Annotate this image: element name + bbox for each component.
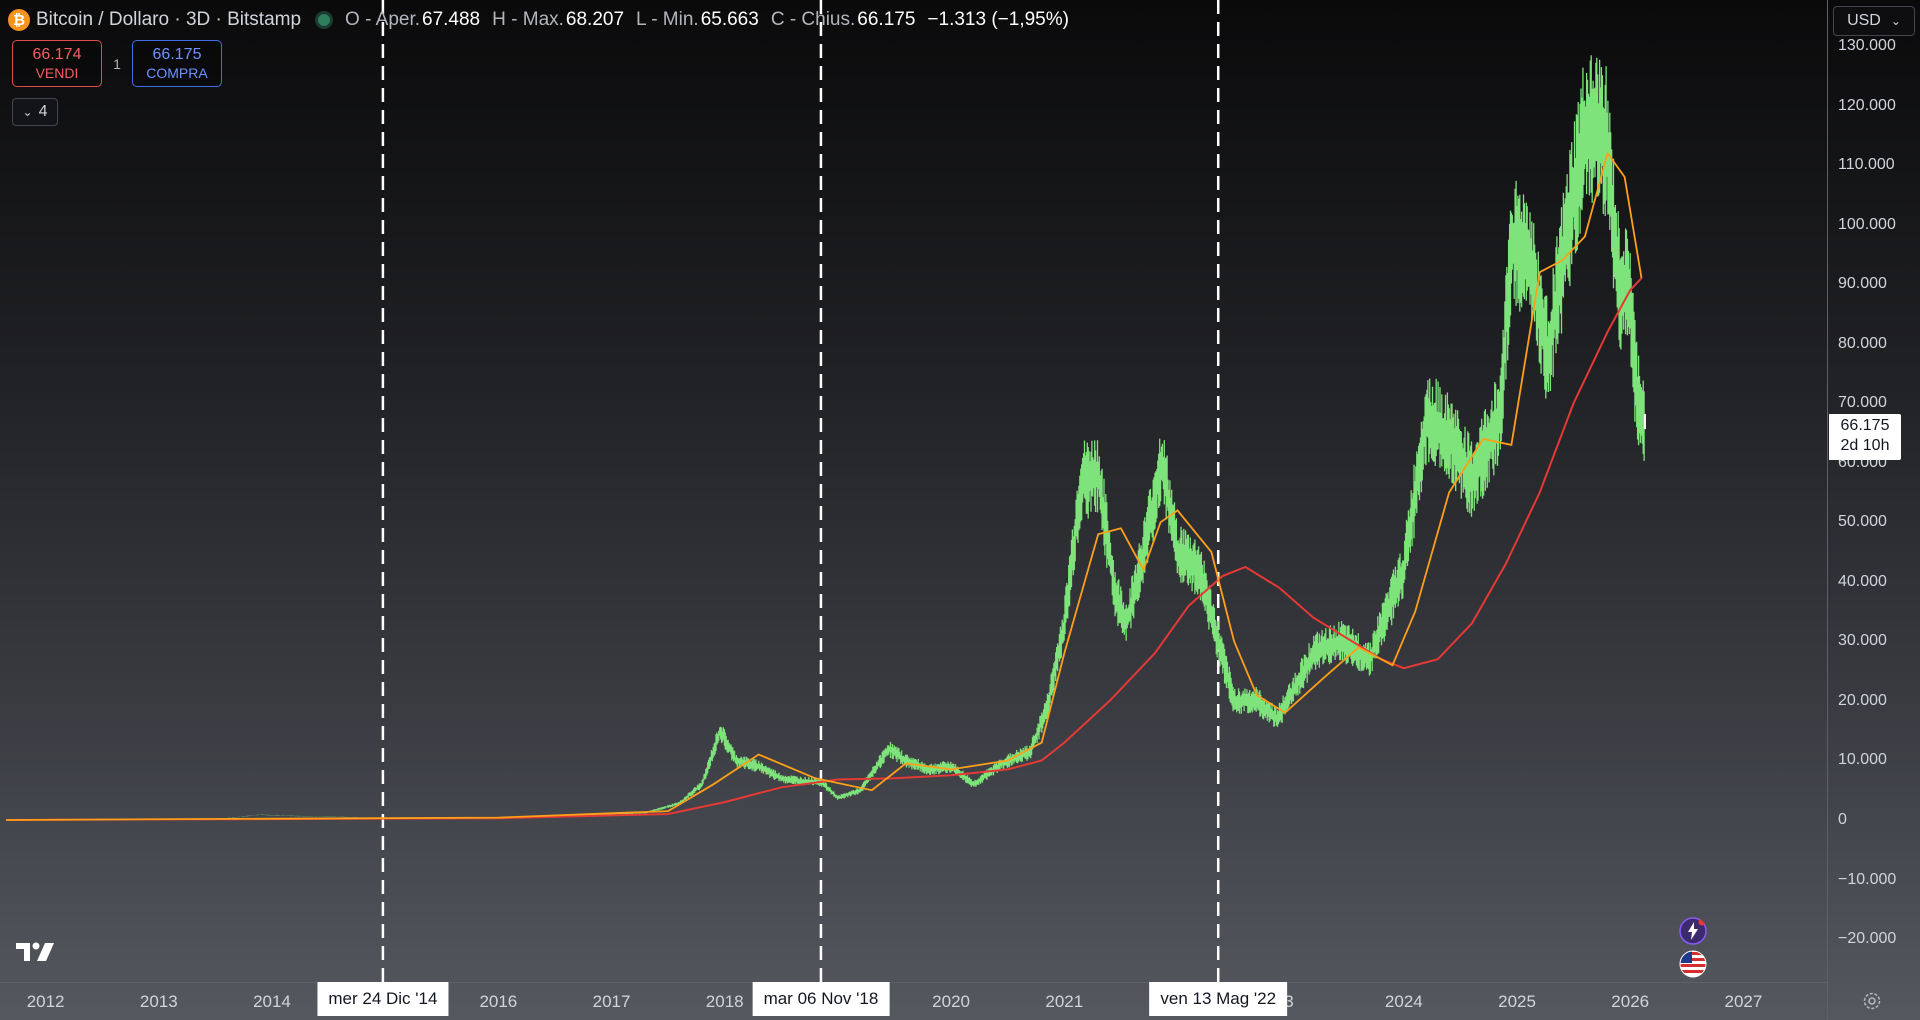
y-tick-label: 70.000 — [1838, 394, 1887, 412]
buy-button[interactable]: 66.175 COMPRA — [132, 40, 222, 87]
time-axis-divider — [0, 982, 1828, 983]
settings-gear-icon[interactable] — [1861, 990, 1883, 1012]
x-tick-label: 2025 — [1498, 992, 1536, 1011]
x-tick-label: 2024 — [1384, 992, 1423, 1011]
y-tick-label: −10.000 — [1838, 870, 1897, 888]
candlestick-bars — [66, 55, 1645, 820]
x-tick-label: 2012 — [26, 992, 65, 1011]
price-chart[interactable] — [0, 0, 1828, 982]
marker-date-label: mar 06 Nov '18 — [752, 982, 890, 1016]
sell-label: VENDI — [35, 64, 79, 81]
open-value: 67.488 — [422, 9, 481, 30]
y-tick-label: 40.000 — [1838, 572, 1887, 590]
high-key: H - Max. — [492, 9, 564, 30]
high-value: 68.207 — [565, 9, 625, 30]
marker-date-label: mer 24 Dic '14 — [317, 982, 449, 1016]
chevron-down-icon: ⌄ — [22, 105, 33, 119]
y-tick-label: 120.000 — [1838, 96, 1896, 114]
x-tick-label: 2021 — [1045, 992, 1084, 1011]
close-value: 66.175 — [857, 9, 916, 30]
open-key: O - Aper. — [345, 9, 421, 30]
y-tick-label: 110.000 — [1838, 156, 1895, 174]
fast-moving-average-line — [5, 151, 1643, 821]
x-tick-label: 2017 — [592, 992, 631, 1011]
buy-price: 66.175 — [152, 45, 202, 63]
y-tick-label: 10.000 — [1838, 751, 1887, 769]
last-price-tag: 66.175 2d 10h — [1829, 414, 1901, 460]
spread-value: 1 — [113, 55, 121, 72]
sell-price: 66.174 — [32, 45, 82, 63]
lightning-alert-icon[interactable] — [1679, 917, 1707, 945]
buy-label: COMPRA — [146, 64, 208, 81]
y-tick-label: 50.000 — [1838, 513, 1887, 531]
y-tick-label: 90.000 — [1838, 275, 1887, 293]
price-axis-divider — [1827, 0, 1828, 1020]
indicators-count: 4 — [38, 103, 48, 120]
currency-value: USD — [1847, 12, 1881, 29]
market-status-icon[interactable] — [315, 11, 334, 29]
low-key: L - Min. — [636, 9, 699, 30]
symbol-title[interactable]: Bitcoin / Dollaro · 3D · Bitstamp — [36, 9, 302, 30]
change-value: −1.313 (−1,95%) — [927, 9, 1069, 30]
x-tick-label: 2020 — [932, 992, 971, 1011]
us-flag-icon[interactable] — [1679, 950, 1707, 978]
indicators-toggle-button[interactable]: ⌄ 4 — [12, 98, 58, 126]
slow-moving-average-line — [5, 277, 1643, 821]
marker-date-label: ven 13 Mag '22 — [1149, 982, 1288, 1016]
chevron-down-icon: ⌄ — [1890, 14, 1901, 28]
trade-panel: 66.174 VENDI 1 66.175 COMPRA — [12, 40, 222, 87]
chart-legend: ₿ Bitcoin / Dollaro · 3D · Bitstamp O - … — [8, 8, 1069, 32]
last-price: 66.175 — [1840, 417, 1890, 434]
y-tick-label: 130.000 — [1838, 37, 1896, 54]
y-tick-label: 30.000 — [1838, 632, 1887, 650]
sell-button[interactable]: 66.174 VENDI — [12, 40, 102, 87]
y-tick-label: 80.000 — [1838, 334, 1887, 352]
x-tick-label: 2014 — [253, 992, 291, 1011]
y-tick-label: −20.000 — [1838, 930, 1897, 948]
bar-countdown: 2d 10h — [1840, 437, 1890, 454]
x-tick-label: 2013 — [139, 992, 178, 1011]
x-tick-label: 2026 — [1611, 992, 1650, 1011]
y-tick-label: 0 — [1838, 811, 1847, 828]
y-tick-label: 20.000 — [1838, 691, 1887, 709]
x-tick-label: 2027 — [1724, 992, 1763, 1011]
low-value: 65.663 — [700, 9, 759, 30]
close-key: C - Chius. — [770, 9, 856, 30]
currency-select[interactable]: USD ⌄ — [1833, 6, 1915, 36]
x-tick-label: 2018 — [705, 992, 744, 1011]
x-tick-label: 2016 — [479, 992, 518, 1011]
bitcoin-icon: ₿ — [8, 9, 30, 31]
y-tick-label: 100.000 — [1838, 215, 1896, 233]
price-series — [66, 55, 1646, 820]
tradingview-logo-icon[interactable] — [14, 940, 60, 964]
